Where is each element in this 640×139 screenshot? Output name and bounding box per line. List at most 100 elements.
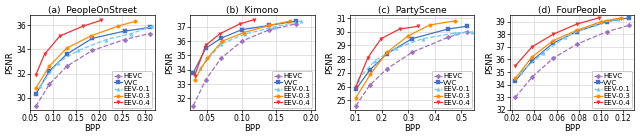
EEV-0.3 bbox=[114, 25, 122, 27]
Legend: HEVC, VVC, EEV-0.1, EEV-0.3, EEV-0.4: HEVC, VVC, EEV-0.1, EEV-0.3, EEV-0.4 bbox=[271, 71, 312, 108]
EEV-0.1 bbox=[196, 68, 204, 69]
Line: HEVC: HEVC bbox=[514, 24, 630, 99]
HEVC bbox=[625, 25, 633, 26]
EEV-0.3 bbox=[191, 79, 198, 81]
HEVC bbox=[45, 84, 53, 85]
EEV-0.3 bbox=[45, 65, 53, 67]
X-axis label: BPP: BPP bbox=[564, 124, 580, 133]
HEVC bbox=[366, 84, 374, 86]
VVC bbox=[408, 38, 416, 39]
EEV-0.4 bbox=[216, 33, 223, 35]
EEV-0.3 bbox=[597, 21, 605, 23]
VVC bbox=[266, 24, 273, 26]
Title: (c)  PartyScene: (c) PartyScene bbox=[378, 6, 447, 15]
EEV-0.3 bbox=[32, 87, 40, 89]
VVC bbox=[121, 30, 129, 32]
EEV-0.1 bbox=[354, 79, 362, 81]
EEV-0.3 bbox=[87, 35, 95, 37]
EEV-0.3 bbox=[404, 35, 412, 37]
Line: VVC: VVC bbox=[34, 26, 152, 96]
EEV-0.4 bbox=[79, 25, 87, 27]
Legend: HEVC, VVC, EEV-0.1, EEV-0.3, EEV-0.4: HEVC, VVC, EEV-0.1, EEV-0.3, EEV-0.4 bbox=[591, 71, 632, 108]
EEV-0.1 bbox=[561, 36, 569, 38]
EEV-0.1 bbox=[371, 60, 379, 61]
EEV-0.1 bbox=[297, 20, 305, 22]
EEV-0.1 bbox=[36, 85, 44, 86]
Line: HEVC: HEVC bbox=[34, 32, 152, 108]
EEV-0.3 bbox=[573, 30, 580, 31]
EEV-0.4 bbox=[595, 17, 603, 19]
EEV-0.3 bbox=[218, 40, 226, 42]
EEV-0.4 bbox=[191, 75, 198, 76]
Line: EEV-0.3: EEV-0.3 bbox=[34, 20, 137, 90]
EEV-0.1 bbox=[217, 43, 225, 45]
EEV-0.3 bbox=[549, 40, 557, 41]
EEV-0.4 bbox=[352, 86, 360, 87]
VVC bbox=[625, 17, 633, 19]
EEV-0.3 bbox=[352, 97, 360, 98]
Y-axis label: PSNR: PSNR bbox=[166, 51, 175, 74]
Line: EEV-0.4: EEV-0.4 bbox=[34, 18, 103, 76]
EEV-0.4 bbox=[573, 23, 580, 25]
EEV-0.3 bbox=[287, 20, 294, 22]
EEV-0.1 bbox=[54, 62, 61, 63]
EEV-0.3 bbox=[131, 21, 139, 22]
HEVC bbox=[511, 96, 519, 98]
Line: HEVC: HEVC bbox=[354, 30, 468, 107]
Title: (a)  PeopleOnStreet: (a) PeopleOnStreet bbox=[48, 6, 136, 15]
Line: HEVC: HEVC bbox=[191, 22, 298, 107]
VVC bbox=[189, 72, 197, 74]
EEV-0.3 bbox=[383, 51, 391, 53]
EEV-0.1 bbox=[419, 38, 427, 39]
Line: EEV-0.1: EEV-0.1 bbox=[198, 19, 302, 70]
VVC bbox=[549, 42, 557, 44]
VVC bbox=[292, 20, 300, 22]
VVC bbox=[238, 29, 246, 30]
Legend: HEVC, VVC, EEV-0.1, EEV-0.3, EEV-0.4: HEVC, VVC, EEV-0.1, EEV-0.3, EEV-0.4 bbox=[112, 71, 152, 108]
Line: EEV-0.1: EEV-0.1 bbox=[39, 24, 154, 87]
EEV-0.4 bbox=[414, 25, 422, 27]
VVC bbox=[528, 60, 536, 62]
Title: (d)  FourPeople: (d) FourPeople bbox=[538, 6, 606, 15]
HEVC bbox=[189, 105, 197, 106]
Line: EEV-0.1: EEV-0.1 bbox=[519, 17, 620, 74]
HEVC bbox=[408, 51, 416, 53]
EEV-0.3 bbox=[240, 32, 248, 33]
VVC bbox=[88, 38, 96, 39]
VVC bbox=[217, 37, 225, 39]
EEV-0.4 bbox=[364, 57, 372, 59]
Legend: HEVC, VVC, EEV-0.1, EEV-0.3, EEV-0.4: HEVC, VVC, EEV-0.1, EEV-0.3, EEV-0.4 bbox=[431, 71, 472, 108]
EEV-0.1 bbox=[241, 33, 249, 35]
HEVC bbox=[266, 29, 273, 30]
EEV-0.1 bbox=[392, 47, 400, 49]
Line: EEV-0.1: EEV-0.1 bbox=[356, 30, 474, 81]
HEVC bbox=[121, 39, 129, 40]
EEV-0.1 bbox=[540, 52, 547, 54]
VVC bbox=[352, 89, 360, 90]
Line: EEV-0.3: EEV-0.3 bbox=[514, 16, 623, 80]
Line: EEV-0.4: EEV-0.4 bbox=[354, 25, 420, 88]
EEV-0.1 bbox=[127, 33, 135, 34]
HEVC bbox=[32, 105, 40, 107]
VVC bbox=[202, 47, 210, 49]
EEV-0.4 bbox=[97, 19, 105, 21]
VVC bbox=[573, 31, 580, 33]
EEV-0.4 bbox=[528, 46, 536, 48]
EEV-0.3 bbox=[528, 56, 536, 58]
EEV-0.4 bbox=[377, 38, 385, 39]
HEVC bbox=[603, 31, 611, 33]
HEVC bbox=[444, 36, 452, 38]
Line: VVC: VVC bbox=[191, 19, 298, 74]
Y-axis label: PSNR: PSNR bbox=[326, 51, 335, 74]
HEVC bbox=[463, 31, 470, 33]
EEV-0.3 bbox=[617, 17, 625, 19]
EEV-0.3 bbox=[426, 24, 434, 26]
HEVC bbox=[202, 79, 210, 81]
VVC bbox=[603, 21, 611, 23]
EEV-0.4 bbox=[41, 53, 49, 55]
HEVC bbox=[383, 68, 391, 70]
Line: EEV-0.4: EEV-0.4 bbox=[193, 18, 256, 77]
EEV-0.3 bbox=[266, 24, 273, 26]
EEV-0.3 bbox=[367, 73, 374, 75]
HEVC bbox=[549, 57, 557, 59]
